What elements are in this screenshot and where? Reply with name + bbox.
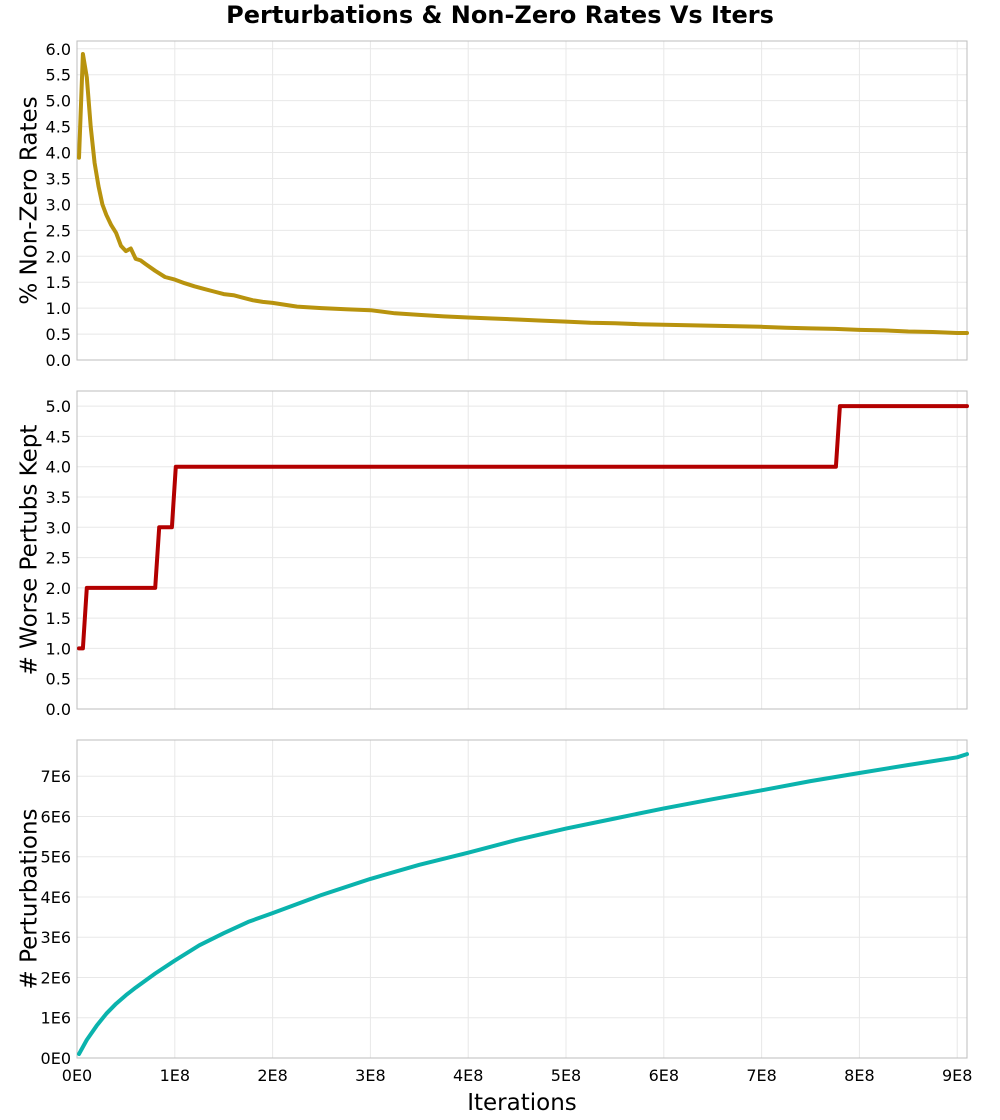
y-tick-label: 3E6 [41,928,71,947]
x-tick-label: 2E8 [257,1066,287,1085]
y-tick-label: 2.0 [46,579,71,598]
y-tick-label: 0E0 [41,1049,71,1068]
y-tick-label: 4.5 [46,427,71,446]
y-tick-label: 1.0 [46,639,71,658]
panel-non-zero-rates: 0.0 0.5 1.0 1.5 2.0 2.5 3.0 3.5 4.0 4.5 5.0 5.5 6.0%… [17,40,969,370]
y-tick-label: 4.0 [46,458,71,477]
y-tick-label: 0.0 [46,700,71,719]
x-tick-label: 3E8 [355,1066,385,1085]
y-tick-label: 5.0 [46,92,71,111]
plot-area [77,740,967,1058]
y-tick-label: 5.0 [46,397,71,416]
y-tick-label: 1.5 [46,609,71,628]
y-tick-label: 3.0 [46,195,71,214]
panel-worse-pertubs-kept: 0.0 0.5 1.0 1.5 2.0 2.5 3.0 3.5 4.0 4.5 5.0# Worse… [17,390,969,719]
panel-perturbations: 0E0 1E6 2E6 3E6 4E6 5E6 6E6 7E6 # Perturbations 0… [17,739,972,1085]
x-tick-label: 0E0 [62,1066,92,1085]
y-tick-label: 5.5 [46,66,71,85]
y-tick-label: 2E6 [41,968,71,987]
y-tick-label: 3.5 [46,488,71,507]
plot-frame [76,40,968,361]
y-tick-label: 0.5 [46,325,71,344]
y-tick-label: 2.5 [46,221,71,240]
series-line [77,404,969,651]
y-tick-label: 0.0 [46,351,71,370]
y-tick-label: 0.5 [46,670,71,689]
plot-frame [76,739,968,1059]
y-tick-label: 7E6 [41,767,71,786]
y-tick-label: 6.0 [46,40,71,59]
y-tick-label: 2.5 [46,549,71,568]
y-tick-label: 4E6 [41,888,71,907]
x-tick-label: 7E8 [746,1066,776,1085]
y-tick-label: 1.5 [46,273,71,292]
series-line [77,52,969,335]
chart-title: Perturbations & Non-Zero Rates Vs Iters [226,1,774,29]
y-tick-label: 6E6 [41,807,71,826]
y-tick-label: 5E6 [41,848,71,867]
y-tick-label: 3.5 [46,169,71,188]
y-axis-label: # Perturbations [17,808,43,989]
x-tick-label: 6E8 [649,1066,679,1085]
y-tick-label: 2.0 [46,247,71,266]
plot-area [77,41,967,360]
x-tick-label: 9E8 [942,1066,972,1085]
plot-frame [76,390,968,710]
x-tick-label: 5E8 [551,1066,581,1085]
y-axis-label: # Worse Pertubs Kept [17,425,43,676]
plot-area [77,391,967,709]
y-axis-label: % Non-Zero Rates [17,96,43,304]
x-tick-label: 1E8 [160,1066,190,1085]
x-axis-label: Iterations [467,1090,577,1116]
y-tick-label: 1E6 [41,1009,71,1028]
series-line [77,752,969,1056]
y-tick-label: 4.0 [46,144,71,163]
y-tick-label: 3.0 [46,518,71,537]
x-tick-label: 4E8 [453,1066,483,1085]
y-tick-label: 1.0 [46,299,71,318]
x-tick-label: 8E8 [844,1066,874,1085]
y-tick-label: 4.5 [46,118,71,137]
